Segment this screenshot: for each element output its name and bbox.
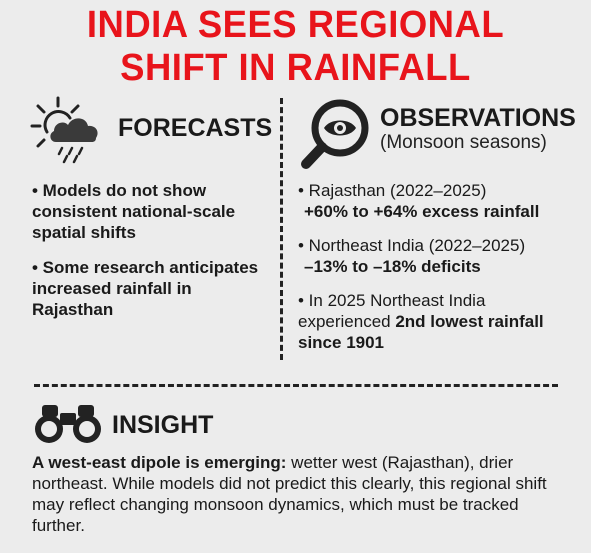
insight-body: wetter west (Rajasthan), drier northeast… <box>32 453 547 535</box>
insight-paragraph: A west-east dipole is emerging: wetter w… <box>32 452 572 536</box>
magnifying-glass-eye-icon <box>301 99 369 169</box>
binoculars-icon <box>35 405 101 443</box>
insight-lead: A west-east dipole is emerging: <box>32 453 287 472</box>
observation-detail: –13% to –18% deficits <box>304 257 481 276</box>
list-item: • Models do not show consistent national… <box>32 181 236 242</box>
observation-detail: +60% to +64% excess rainfall <box>304 202 540 221</box>
section-divider <box>34 384 558 387</box>
list-item: • In 2025 Northeast India experienced 2n… <box>298 290 580 353</box>
weather-sun-cloud-rain-icon <box>30 96 98 164</box>
list-item: • Northeast India (2022–2025) –13% to –1… <box>298 235 580 277</box>
observation-region: • Rajasthan (2022–2025) <box>298 181 487 200</box>
insight-heading: INSIGHT <box>112 411 214 439</box>
observations-list: • Rajasthan (2022–2025) +60% to +64% exc… <box>298 180 580 366</box>
forecasts-heading: FORECASTS <box>118 114 273 142</box>
observation-text: • In 2025 Northeast India experienced <box>298 291 486 331</box>
title-line-2: SHIFT IN RAINFALL <box>120 47 471 89</box>
observation-region: • Northeast India (2022–2025) <box>298 236 526 255</box>
list-item: • Rajasthan (2022–2025) +60% to +64% exc… <box>298 180 580 222</box>
observations-heading: OBSERVATIONS <box>380 104 576 132</box>
forecasts-list: • Models do not show consistent national… <box>32 180 272 334</box>
observation-highlight: 2nd lowest rainfall since 1901 <box>298 312 544 352</box>
list-item: • Some research anticipates increased ra… <box>32 258 259 319</box>
title-line-1: INDIA SEES REGIONAL <box>86 4 505 46</box>
observations-subheading: (Monsoon seasons) <box>380 132 547 153</box>
page-title: INDIA SEES REGIONAL SHIFT IN RAINFALL <box>12 4 579 90</box>
column-divider <box>280 98 283 360</box>
